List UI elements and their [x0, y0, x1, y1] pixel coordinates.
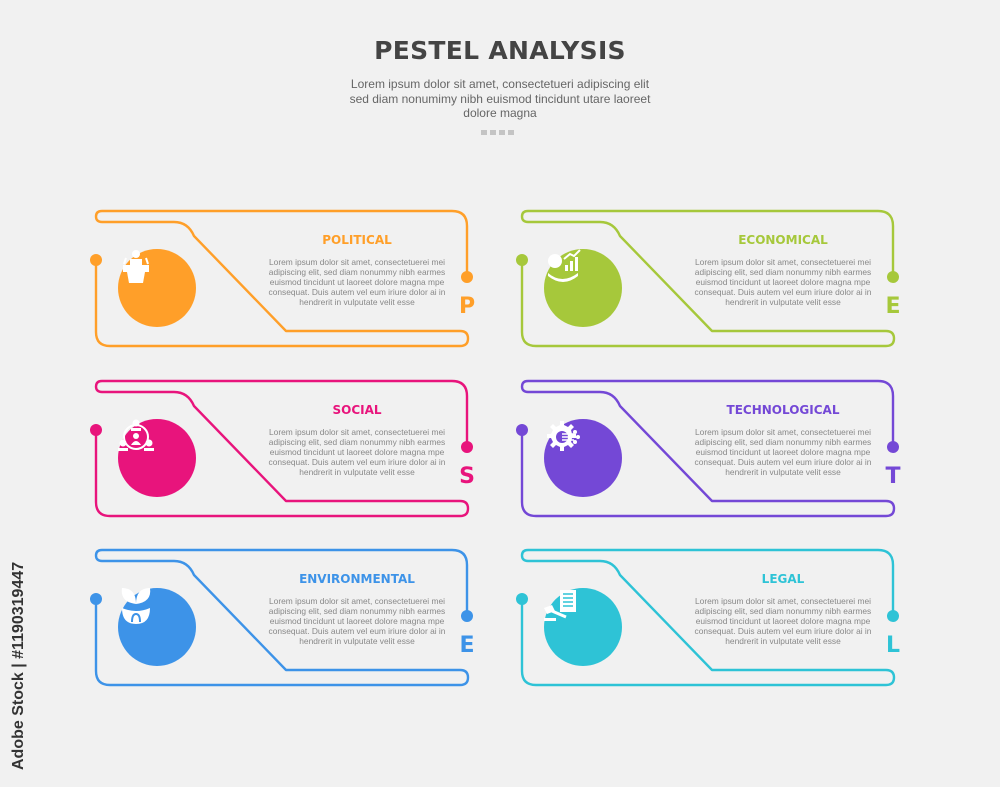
- card-technological: TECHNOLOGICAL Lorem ipsum dolor sit amet…: [516, 379, 902, 520]
- card-environmental: ENVIRONMENTAL Lorem ipsum dolor sit amet…: [90, 548, 476, 689]
- card-economical: ECONOMICAL Lorem ipsum dolor sit amet, c…: [516, 209, 902, 350]
- podium-speaker-icon: [123, 250, 149, 283]
- card-outline: [90, 548, 473, 687]
- card-description: Lorem ipsum dolor sit amet, consectetuer…: [268, 427, 446, 477]
- card-description: Lorem ipsum dolor sit amet, consectetuer…: [268, 596, 446, 646]
- divider-dots: [481, 130, 514, 135]
- card-outline: [516, 548, 899, 687]
- money-growth-chart-icon: [548, 249, 581, 282]
- card-description: Lorem ipsum dolor sit amet, consectetuer…: [694, 427, 872, 477]
- card-letter: S: [459, 464, 475, 489]
- end-dot: [887, 610, 899, 622]
- watermark-text: Adobe Stock | #1190319447: [10, 561, 27, 770]
- card-outline: [90, 379, 473, 518]
- card-title: POLITICAL: [322, 233, 392, 247]
- plant-hands-icon: [121, 588, 151, 624]
- end-dot: [887, 441, 899, 453]
- card-letter: E: [459, 633, 475, 658]
- icon-circle: [118, 419, 196, 497]
- end-dot: [887, 271, 899, 283]
- icon-circle: [544, 419, 622, 497]
- card-outline: [516, 379, 899, 518]
- page-subtitle: Lorem ipsum dolor sit amet, consectetuer…: [349, 77, 651, 120]
- start-dot: [516, 254, 528, 266]
- end-dot: [461, 441, 473, 453]
- page-title: PESTEL ANALYSIS: [374, 36, 626, 65]
- card-title: ECONOMICAL: [738, 233, 828, 247]
- start-dot: [516, 593, 528, 605]
- card-letter: T: [885, 464, 901, 489]
- start-dot: [90, 424, 102, 436]
- start-dot: [90, 593, 102, 605]
- card-letter: P: [458, 294, 476, 319]
- gavel-document-icon: [544, 590, 576, 621]
- icon-circle: [118, 249, 196, 327]
- end-dot: [461, 271, 473, 283]
- card-legal: LEGAL Lorem ipsum dolor sit amet, consec…: [516, 548, 902, 689]
- card-social: SOCIAL Lorem ipsum dolor sit amet, conse…: [90, 379, 476, 520]
- card-description: Lorem ipsum dolor sit amet, consectetuer…: [694, 257, 872, 307]
- people-network-icon: [118, 419, 154, 451]
- card-description: Lorem ipsum dolor sit amet, consectetuer…: [694, 596, 872, 646]
- card-outline: [90, 209, 473, 348]
- card-title: TECHNOLOGICAL: [726, 403, 840, 417]
- card-letter: E: [885, 294, 901, 319]
- card-political: POLITICAL Lorem ipsum dolor sit amet, co…: [90, 209, 476, 350]
- gear-circuit-icon: [547, 421, 580, 451]
- card-title: ENVIRONMENTAL: [299, 572, 415, 586]
- card-letter: L: [885, 633, 901, 658]
- end-dot: [461, 610, 473, 622]
- start-dot: [516, 424, 528, 436]
- icon-circle: [544, 249, 622, 327]
- icon-circle: [544, 588, 622, 666]
- start-dot: [90, 254, 102, 266]
- card-description: Lorem ipsum dolor sit amet, consectetuer…: [268, 257, 446, 307]
- card-outline: [516, 209, 899, 348]
- card-title: SOCIAL: [332, 403, 382, 417]
- card-title: LEGAL: [761, 572, 805, 586]
- icon-circle: [118, 588, 196, 666]
